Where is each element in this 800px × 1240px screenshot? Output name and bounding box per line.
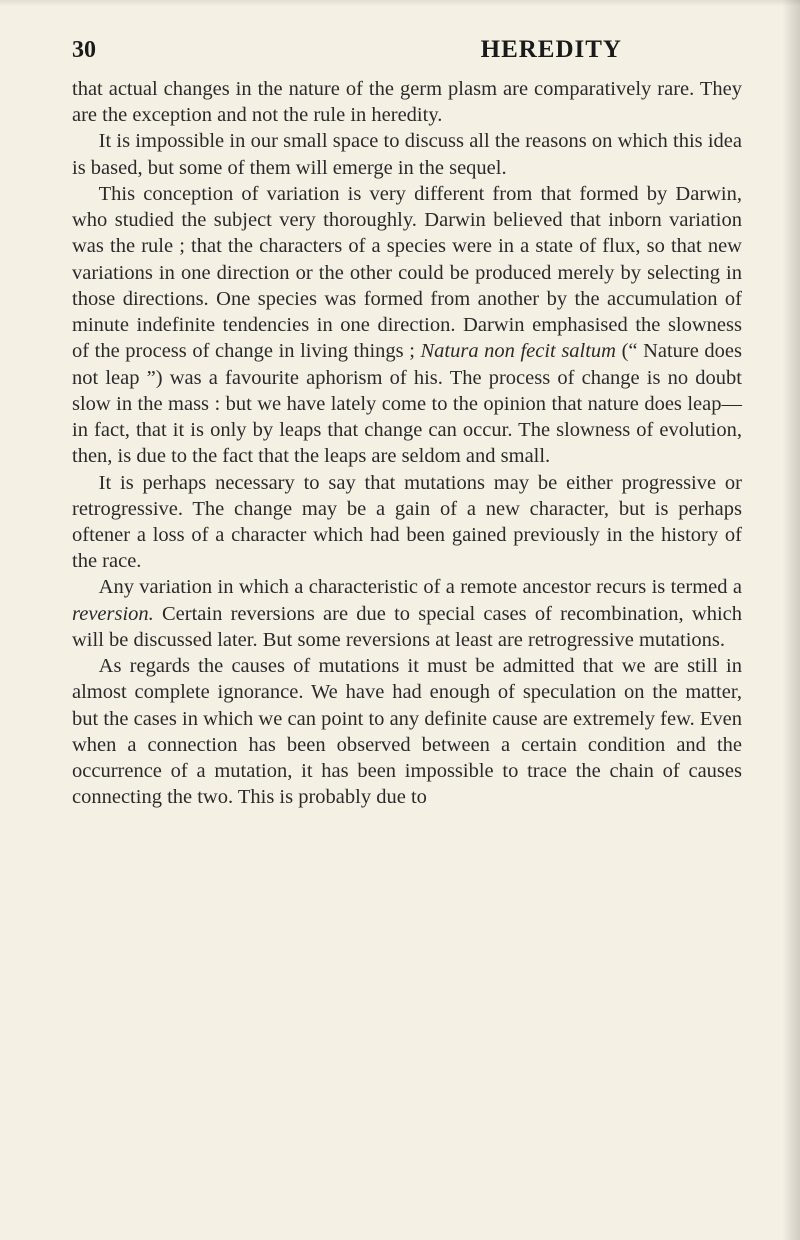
italic-text: reversion. xyxy=(72,603,154,625)
body-text-span: This conception of variation is very dif… xyxy=(72,183,742,362)
body-text-span: As regards the causes of mutations it mu… xyxy=(72,655,742,808)
body-text: that actual changes in the nature of the… xyxy=(72,76,742,811)
page-header: 30 HEREDITY xyxy=(72,36,742,64)
paragraph: Any variation in which a characteristic … xyxy=(72,574,742,653)
paragraph: that actual changes in the nature of the… xyxy=(72,76,742,128)
body-text-span: Certain rever­sions are due to special c… xyxy=(72,603,742,651)
body-text-span: It is perhaps necessary to say that muta… xyxy=(72,472,742,573)
body-text-span: that actual changes in the nature of the… xyxy=(72,78,742,126)
body-text-span: Any variation in which a characteristic … xyxy=(99,576,742,598)
running-title: HEREDITY xyxy=(481,36,622,64)
page-number: 30 xyxy=(72,37,96,64)
paragraph: This conception of variation is very dif… xyxy=(72,181,742,470)
book-binding-shadow xyxy=(782,0,800,1240)
italic-text: Natura non fecit saltum xyxy=(420,340,616,362)
body-text-span: It is impossible in our small space to d… xyxy=(72,130,742,178)
page-top-shadow xyxy=(0,0,800,6)
paragraph: As regards the causes of mutations it mu… xyxy=(72,653,742,810)
paragraph: It is impossible in our small space to d… xyxy=(72,128,742,180)
paragraph: It is perhaps necessary to say that muta… xyxy=(72,470,742,575)
book-page: 30 HEREDITY that actual changes in the n… xyxy=(0,0,800,851)
